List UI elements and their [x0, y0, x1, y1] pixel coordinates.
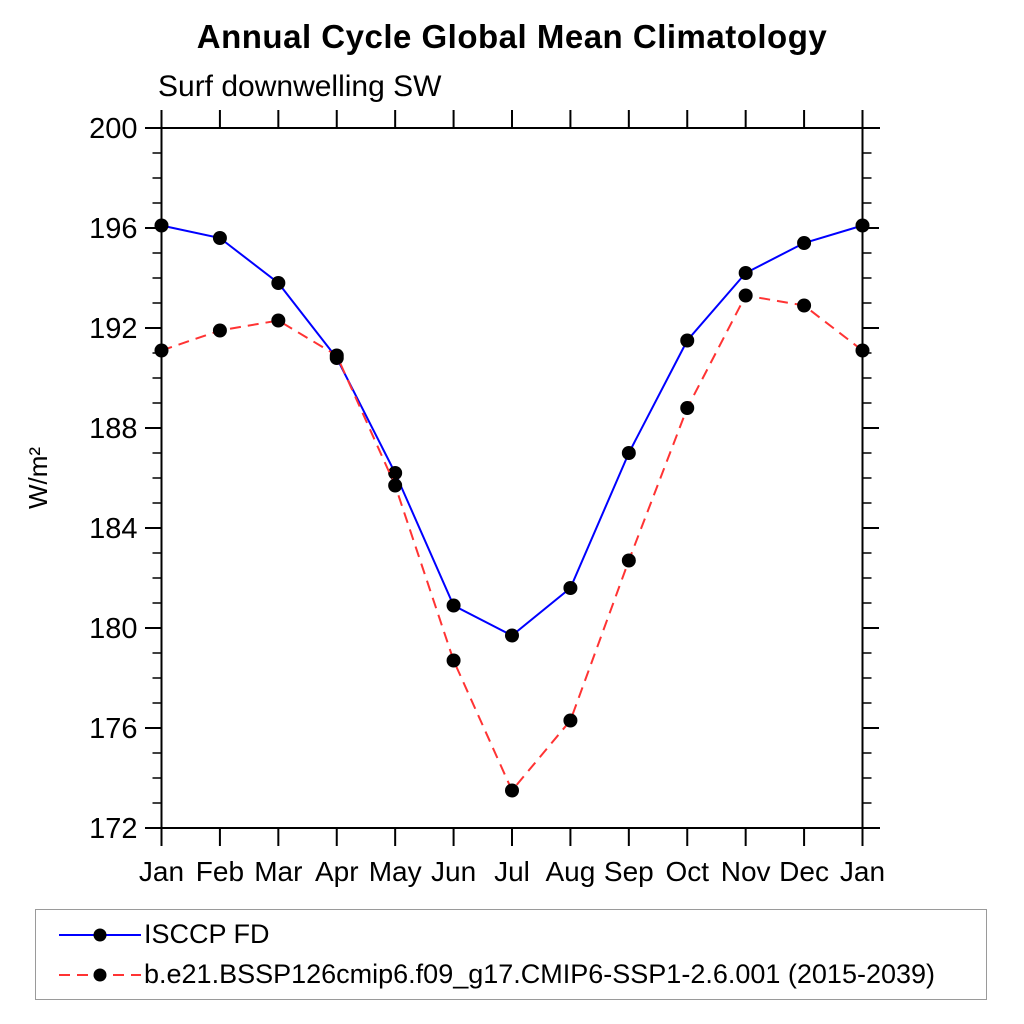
x-axis-tick-label: May [369, 856, 422, 887]
data-point-marker-s0 [621, 446, 636, 460]
plot-area: W/m² Jan Feb Mar Apr May Jun Jul Aug Sep Oct Nov De… [23, 110, 885, 887]
data-point-marker-s1 [212, 323, 227, 338]
y-axis-tick-label: 172 [89, 813, 137, 845]
data-point-marker-s1 [855, 343, 870, 358]
series-line-1 [161, 294, 864, 793]
data-point-marker-s0 [271, 276, 286, 290]
x-axis-tick-label: Jul [494, 856, 530, 887]
legend-marker-dot [93, 968, 107, 981]
x-axis-tick-label: Nov [721, 856, 771, 887]
data-point-marker-s1 [329, 348, 344, 363]
data-point-marker-s1 [621, 553, 636, 568]
y-axis-tick-label: 192 [89, 313, 137, 345]
legend-solid-line-sample [59, 928, 141, 941]
data-point-marker-s1 [505, 783, 519, 798]
legend-item-isccp-fd: ISCCP FD [58, 919, 986, 951]
x-axis-tick-label: Aug [546, 856, 596, 887]
data-point-marker-s0 [797, 236, 812, 250]
y-axis-tick-label: 196 [89, 213, 137, 245]
x-axis-tick-label: Jan [139, 856, 184, 887]
legend-label-isccp-fd: ISCCP FD [144, 919, 270, 949]
data-point-marker-s1 [738, 288, 753, 303]
data-point-marker-s1 [154, 343, 169, 358]
y-axis-tick-label: 180 [89, 613, 137, 645]
x-axis-tick-label: Oct [665, 856, 709, 887]
legend-item-model: b.e21.BSSP126cmip6.f09_g17.CMIP6-SSP1-2.… [58, 959, 986, 991]
data-point-marker-s0 [154, 218, 169, 233]
x-axis-tick-label: Mar [254, 856, 302, 887]
chart-subtitle: Surf downwelling SW [158, 70, 442, 103]
x-axis-tick-label: Apr [315, 856, 359, 887]
y-axis-tick-label: 200 [89, 113, 137, 145]
data-point-marker-s0 [446, 598, 461, 613]
y-axis-tick-label: 176 [89, 713, 137, 745]
x-axis-tick-label: Sep [604, 856, 654, 887]
series-line-0 [161, 224, 863, 637]
data-point-marker-s1 [388, 478, 403, 493]
data-point-marker-s0 [855, 218, 870, 233]
legend-box: ISCCP FD b.e21.BSSP126cmip6.f09_g17.CMIP… [35, 909, 987, 1000]
data-point-marker-s1 [563, 713, 578, 728]
data-point-marker-s1 [797, 298, 812, 313]
data-point-marker-s0 [680, 333, 695, 348]
x-axis-tick-label: Jun [431, 856, 476, 887]
data-point-marker-s0 [212, 231, 227, 245]
chart-title: Annual Cycle Global Mean Climatology [196, 18, 828, 55]
legend-label-model: b.e21.BSSP126cmip6.f09_g17.CMIP6-SSP1-2.… [144, 959, 936, 989]
data-point-marker-s0 [563, 581, 578, 595]
x-axis-tick-label: Jan [840, 856, 885, 887]
legend-marker-dot [93, 928, 107, 941]
legend-dashed-line-sample [59, 968, 141, 981]
y-axis-tick-label: 184 [89, 513, 137, 545]
data-point-marker-s1 [271, 313, 286, 328]
data-point-marker-s1 [680, 401, 695, 415]
data-point-marker-s0 [505, 628, 519, 643]
data-point-marker-s0 [388, 466, 403, 480]
y-axis-title: W/m² [23, 447, 53, 509]
x-axis-tick-label: Dec [779, 856, 829, 887]
data-point-marker-s0 [738, 266, 753, 280]
y-axis-tick-label: 188 [89, 413, 137, 445]
x-axis-tick-label: Feb [196, 856, 244, 887]
data-point-marker-s1 [446, 653, 461, 668]
